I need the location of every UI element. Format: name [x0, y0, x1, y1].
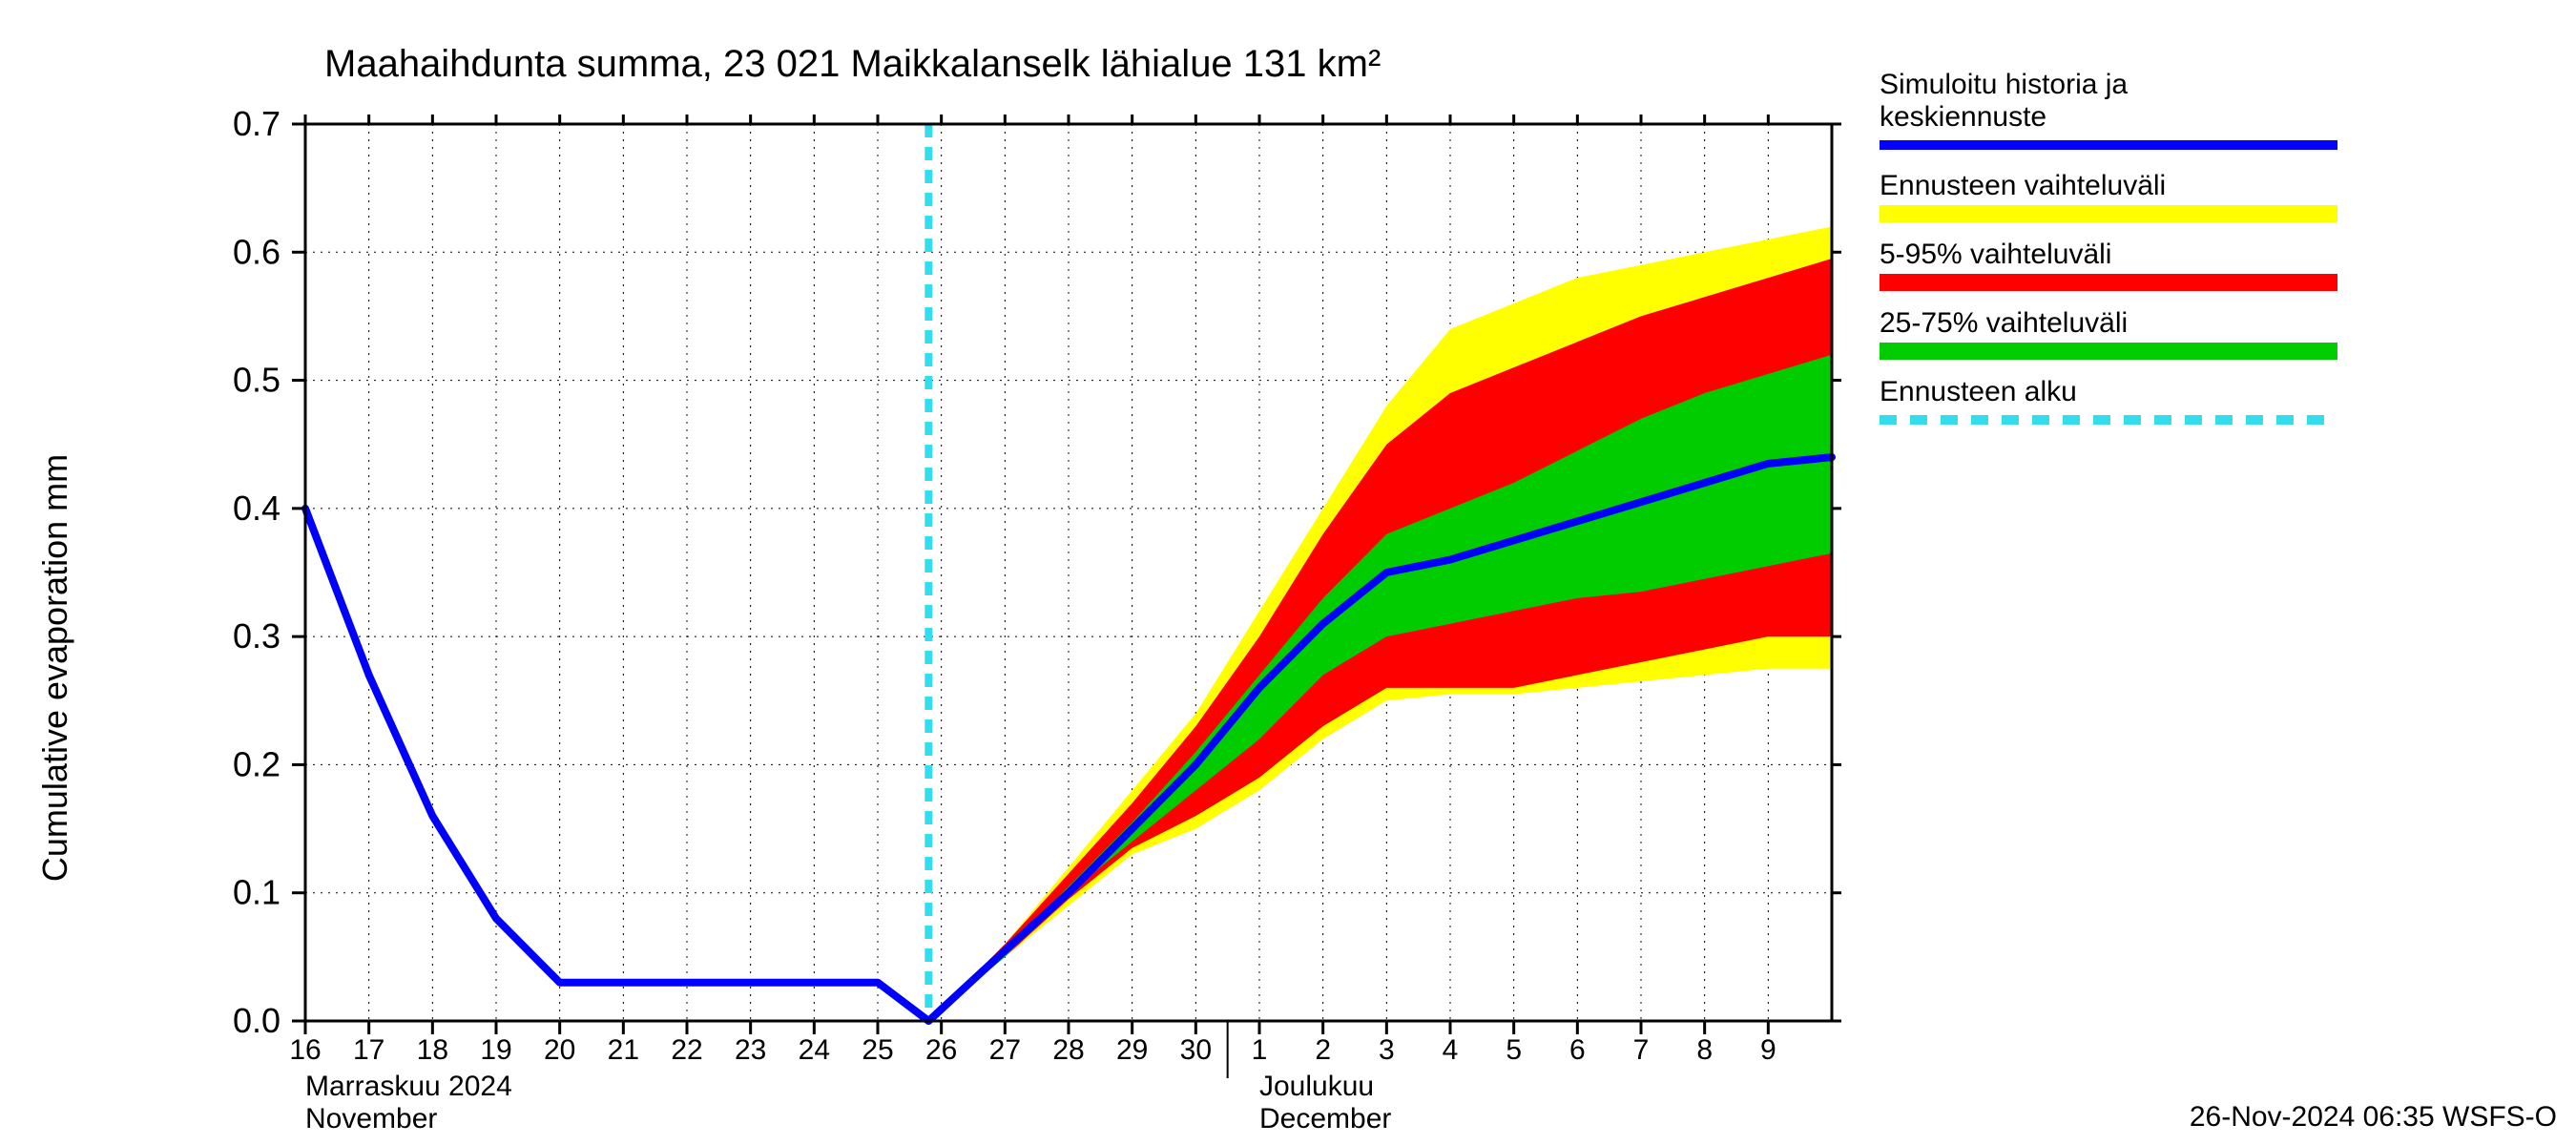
- x-tick-label: 3: [1379, 1034, 1395, 1066]
- y-ticks: 0.0 0.1 0.2 0.3 0.4 0.5 0.6 0.7: [233, 104, 280, 1040]
- y-tick-label: 0.7: [233, 104, 280, 143]
- y-axis-label: Cumulative evaporation mm: [35, 454, 74, 882]
- x-tick-label: 30: [1180, 1034, 1212, 1066]
- x-tick-label: 1: [1252, 1034, 1268, 1066]
- x-tick-label: 18: [417, 1034, 448, 1066]
- y-tick-label: 0.0: [233, 1001, 280, 1040]
- legend-label: Simuloitu historia ja: [1880, 69, 2128, 100]
- x-ticks: 161718192021222324252627282930123456789: [289, 1034, 1776, 1066]
- x-tick-label: 28: [1052, 1034, 1084, 1066]
- y-tick-label: 0.2: [233, 744, 280, 783]
- month-labels: Marraskuu 2024November JoulukuuDecember: [305, 1071, 1391, 1135]
- x-tick-label: 4: [1443, 1034, 1459, 1066]
- y-tick-label: 0.4: [233, 489, 280, 528]
- month-label: Joulukuu: [1259, 1071, 1374, 1102]
- month-label: November: [305, 1103, 437, 1135]
- footer-text: 26-Nov-2024 06:35 WSFS-O: [2190, 1101, 2557, 1133]
- x-tick-label: 17: [353, 1034, 384, 1066]
- legend: Simuloitu historia jakeskiennuste Ennuste…: [1880, 69, 2337, 420]
- x-tick-label: 29: [1116, 1034, 1148, 1066]
- legend-label: 5-95% vaihteluväli: [1880, 239, 2111, 270]
- chart-title: Maahaihdunta summa, 23 021 Maikkalanselk…: [324, 43, 1381, 85]
- legend-label: 25-75% vaihteluväli: [1880, 307, 2128, 339]
- legend-swatch: [1880, 205, 2337, 222]
- x-tick-label: 25: [862, 1034, 893, 1066]
- legend-swatch: [1880, 274, 2337, 291]
- x-tick-label: 22: [671, 1034, 702, 1066]
- x-tick-label: 26: [925, 1034, 957, 1066]
- legend-label: Ennusteen alku: [1880, 376, 2077, 407]
- y-tick-label: 0.6: [233, 232, 280, 271]
- x-tick-label: 9: [1760, 1034, 1776, 1066]
- x-tick-label: 24: [799, 1034, 830, 1066]
- y-tick-label: 0.5: [233, 361, 280, 400]
- x-tick-label: 6: [1569, 1034, 1586, 1066]
- x-tick-label: 2: [1315, 1034, 1331, 1066]
- month-label: December: [1259, 1103, 1391, 1135]
- x-tick-label: 8: [1696, 1034, 1713, 1066]
- x-tick-label: 23: [735, 1034, 766, 1066]
- x-tick-label: 7: [1633, 1034, 1650, 1066]
- x-tick-label: 21: [608, 1034, 639, 1066]
- x-tick-label: 27: [989, 1034, 1021, 1066]
- x-tick-label: 19: [480, 1034, 511, 1066]
- month-label: Marraskuu 2024: [305, 1071, 512, 1102]
- legend-swatch: [1880, 343, 2337, 360]
- legend-label: Ennusteen vaihteluväli: [1880, 170, 2166, 201]
- x-tick-label: 16: [289, 1034, 321, 1066]
- x-tick-label: 20: [544, 1034, 575, 1066]
- chart-svg: Maahaihdunta summa, 23 021 Maikkalanselk…: [0, 0, 2576, 1145]
- x-tick-label: 5: [1506, 1034, 1522, 1066]
- legend-label: keskiennuste: [1880, 101, 2046, 133]
- y-tick-label: 0.1: [233, 873, 280, 912]
- y-tick-label: 0.3: [233, 616, 280, 656]
